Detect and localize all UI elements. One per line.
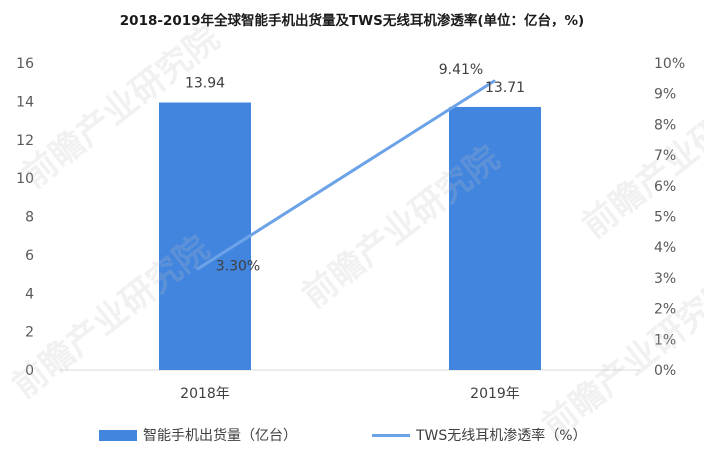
y-left-tick-label: 10: [16, 171, 34, 187]
bar-data-label: 13.94: [185, 76, 225, 92]
y-left-tick-label: 4: [25, 286, 34, 302]
y-right-tick-label: 5%: [654, 210, 676, 226]
y-right-tick-label: 9%: [654, 87, 676, 103]
line-data-label: 9.41%: [439, 62, 483, 78]
legend-item-bar: 智能手机出货量（亿台）: [99, 423, 297, 447]
y-left-tick-label: 16: [16, 56, 34, 72]
line-series: [196, 79, 496, 271]
y-right-tick-label: 2%: [654, 302, 676, 318]
bar: [159, 102, 251, 371]
y-right-tick-label: 10%: [654, 56, 685, 72]
x-tick-label: 2018年: [180, 386, 230, 402]
y-right-tick-label: 8%: [654, 117, 676, 133]
line-data-label: 3.30%: [216, 259, 260, 275]
legend-line-label: TWS无线耳机渗透率（%）: [416, 428, 587, 444]
bar: [449, 106, 541, 370]
x-tick-label: 2019年: [470, 386, 520, 402]
y-right-tick-label: 1%: [654, 332, 676, 348]
y-left-tick-label: 8: [25, 210, 34, 226]
legend-bar-swatch: [99, 429, 137, 441]
y-right-tick-label: 7%: [654, 148, 676, 164]
y-right-tick-label: 3%: [654, 271, 676, 287]
y-right-tick-label: 4%: [654, 240, 676, 256]
y-left-tick-label: 2: [25, 325, 34, 341]
legend-line-swatch: [372, 433, 410, 437]
y-right-tick-label: 0%: [654, 363, 676, 379]
legend-item-line: TWS无线耳机渗透率（%）: [372, 423, 587, 447]
chart-title: 2018-2019年全球智能手机出货量及TWS无线耳机渗透率(单位：亿台，%): [119, 13, 585, 29]
y-right-tick-label: 6%: [654, 179, 676, 195]
y-left-tick-label: 6: [25, 248, 34, 264]
legend-bar-label: 智能手机出货量（亿台）: [143, 428, 297, 444]
bar-data-label: 13.71: [485, 80, 525, 96]
y-left-tick-label: 0: [25, 363, 34, 379]
y-left-tick-label: 14: [16, 94, 34, 110]
y-left-tick-label: 12: [16, 133, 34, 149]
legend: 智能手机出货量（亿台） TWS无线耳机渗透率（%）: [0, 423, 704, 447]
